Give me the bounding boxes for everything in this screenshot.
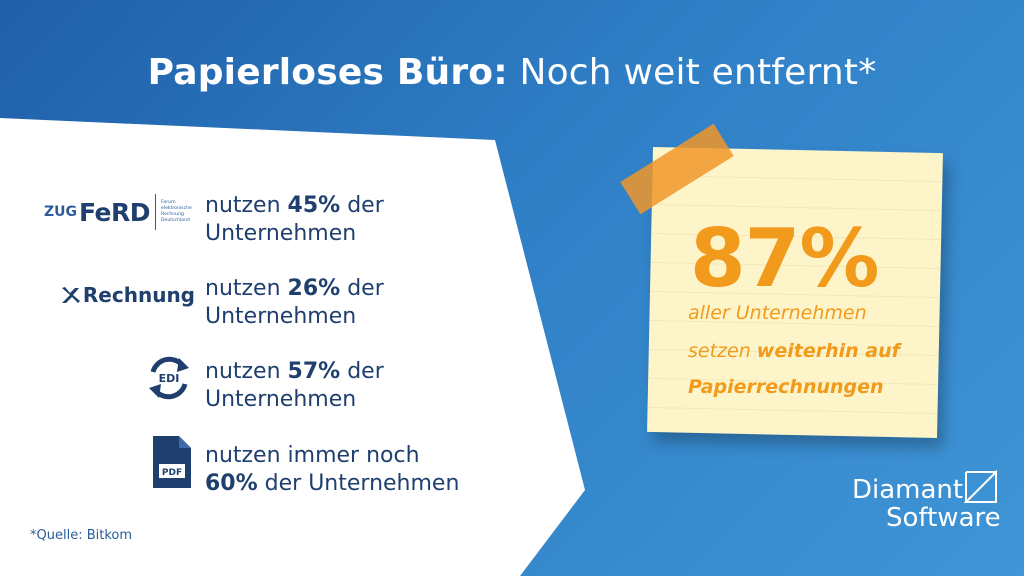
x-icon [61, 287, 80, 303]
page-title: Papierloses Büro: Noch weit entfernt* [0, 52, 1024, 93]
title-bold: Papierloses Büro: [147, 52, 508, 93]
xrechnung-logo-label: Rechnung [82, 283, 195, 307]
brand-line-1: Diamant [852, 475, 964, 505]
note-line-2: setzen weiterhin auf [688, 340, 900, 362]
pdf-label: PDF [162, 468, 182, 478]
stat-text: nutzen immer noch 60% der Unternehmen [205, 442, 459, 498]
stat-line2: Unternehmen [205, 221, 357, 246]
xrechnung-logo: Rechnung [30, 265, 195, 325]
stat-percent: 57% [287, 359, 341, 384]
zugferd-logo: ZUG FeRD Forum elektronische Rechnung De… [30, 182, 195, 242]
zugferd-logo-subtitle: Forum elektronische Rechnung Deutschland [161, 200, 192, 223]
stat-text: nutzen 26% der Unternehmen [205, 275, 384, 331]
stat-row-pdf: PDF nutzen immer noch 60% der Unternehme… [30, 432, 570, 502]
stat-prefix: nutzen [205, 359, 288, 384]
note-big-percent: 87% [690, 212, 879, 305]
pdf-logo: PDF [30, 432, 195, 492]
note-line-1: aller Unternehmen [688, 302, 867, 324]
stat-suffix: der [340, 193, 384, 218]
zugferd-logo-divider [155, 194, 156, 230]
zugferd-logo-ferd: FeRD [78, 197, 151, 227]
note-line-3: Papierrechnungen [688, 376, 884, 398]
stat-row-zugferd: ZUG FeRD Forum elektronische Rechnung De… [30, 182, 570, 252]
stat-percent: 60% [205, 471, 258, 496]
stat-suffix: der [340, 359, 384, 384]
stat-percent: 45% [287, 193, 341, 218]
stat-line2: Unternehmen [205, 387, 357, 412]
source-note: *Quelle: Bitkom [30, 528, 133, 543]
stat-row-edi: EDI nutzen 57% der Unternehmen [30, 348, 570, 418]
diamond-mark-icon [964, 470, 997, 503]
stat-percent: 26% [287, 276, 341, 301]
note-line-2b: weiterhin auf [756, 340, 900, 362]
pdf-file-icon: PDF [153, 436, 191, 488]
stat-suffix: der [340, 276, 384, 301]
edi-label: EDI [159, 372, 180, 385]
stat-line2: Unternehmen [205, 304, 357, 329]
stat-text: nutzen 57% der Unternehmen [205, 358, 384, 414]
title-rest: Noch weit entfernt* [519, 52, 877, 93]
stat-line1: nutzen immer noch [205, 443, 420, 468]
zugferd-logo-zug: ZUG [43, 204, 77, 220]
edi-arrows-icon: EDI [149, 356, 189, 400]
brand-line-2: Software [886, 503, 1001, 533]
note-line-2a: setzen [688, 340, 757, 362]
stat-row-xrechnung: Rechnung nutzen 26% der Unternehmen [30, 265, 570, 335]
stat-text: nutzen 45% der Unternehmen [205, 192, 384, 248]
stat-prefix: nutzen [205, 193, 288, 218]
stat-suffix: der Unternehmen [257, 471, 460, 496]
edi-logo: EDI [30, 348, 195, 408]
stat-prefix: nutzen [205, 276, 288, 301]
diamant-software-logo: Diamant Software [852, 470, 1001, 533]
